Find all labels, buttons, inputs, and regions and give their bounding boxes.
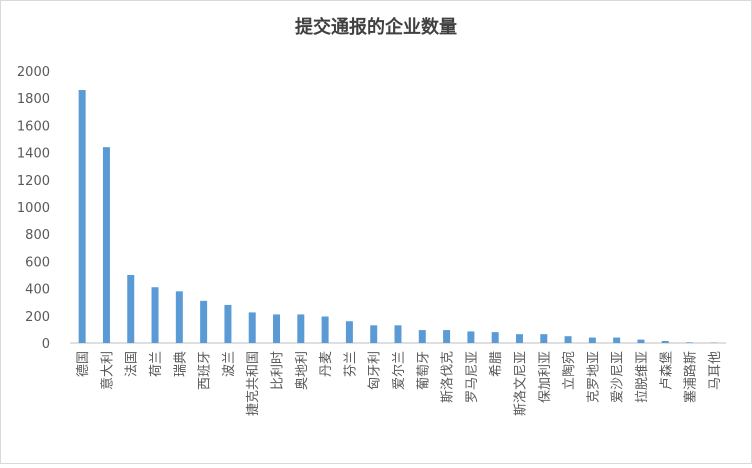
bar	[152, 287, 159, 343]
y-tick-label: 1200	[17, 174, 50, 189]
x-tick-label: 葡萄牙	[416, 351, 431, 390]
bar	[127, 275, 134, 343]
bar	[467, 331, 474, 343]
y-tick-label: 2000	[17, 65, 50, 80]
x-tick-label: 克罗地亚	[586, 351, 601, 403]
bar	[419, 330, 426, 343]
x-tick-label: 西班牙	[198, 351, 213, 390]
y-tick-label: 200	[25, 310, 50, 325]
bar	[79, 90, 86, 343]
y-tick-label: 800	[25, 228, 50, 243]
x-tick-label: 希腊	[489, 351, 504, 377]
y-tick-label: 600	[25, 255, 50, 270]
x-tick-label: 爱尔兰	[392, 351, 407, 390]
x-tick-label: 比利时	[271, 351, 286, 390]
x-tick-label: 塞浦路斯	[683, 351, 699, 403]
x-tick-label: 斯洛文尼亚	[513, 351, 528, 416]
bar	[613, 338, 620, 343]
y-tick-label: 1400	[17, 147, 50, 162]
x-tick-label: 捷克共和国	[246, 351, 261, 416]
bar	[540, 334, 547, 343]
x-tick-label: 马耳他	[708, 351, 723, 390]
bar	[637, 340, 644, 343]
chart-title: 提交通报的企业数量	[295, 16, 457, 38]
x-tick-label: 荷兰	[149, 351, 164, 377]
y-tick-label: 1000	[17, 201, 50, 216]
x-tick-label: 德国	[76, 351, 91, 377]
bar	[370, 325, 377, 343]
x-tick-label: 拉脱维亚	[635, 351, 650, 403]
bar	[589, 338, 596, 343]
bar	[686, 342, 693, 343]
y-tick-label: 400	[25, 283, 50, 298]
x-tick-label: 芬兰	[343, 351, 358, 377]
x-tick-label: 斯洛伐克	[441, 351, 456, 403]
bar	[662, 341, 669, 343]
x-tick-label: 保加利亚	[538, 351, 553, 403]
y-tick-label: 0	[42, 337, 50, 352]
bar	[395, 325, 402, 343]
x-tick-label: 瑞典	[173, 351, 188, 377]
x-tick-label: 匈牙利	[368, 351, 383, 390]
bar	[273, 314, 280, 343]
x-tick-label: 法国	[125, 351, 140, 377]
x-tick-label: 立陶宛	[561, 351, 577, 390]
bar	[224, 305, 231, 343]
bar	[565, 336, 572, 343]
x-tick-label: 奥地利	[295, 351, 310, 390]
bar	[103, 147, 110, 343]
bar	[516, 334, 523, 343]
x-tick-label: 罗马尼亚	[465, 351, 480, 403]
x-tick-label: 意大利	[99, 351, 115, 390]
bar	[322, 316, 329, 343]
bar	[297, 314, 304, 343]
bar	[200, 301, 207, 343]
bar	[249, 312, 256, 343]
y-tick-label: 1800	[17, 92, 50, 107]
bar	[492, 332, 499, 343]
x-tick-label: 丹麦	[319, 351, 334, 377]
y-tick-label: 1600	[17, 119, 50, 134]
bar	[176, 291, 183, 343]
x-tick-label: 爱沙尼亚	[611, 351, 626, 403]
x-tick-label: 卢森堡	[658, 351, 674, 390]
bar	[346, 321, 353, 343]
x-tick-label: 波兰	[222, 351, 237, 377]
bar	[443, 330, 450, 343]
